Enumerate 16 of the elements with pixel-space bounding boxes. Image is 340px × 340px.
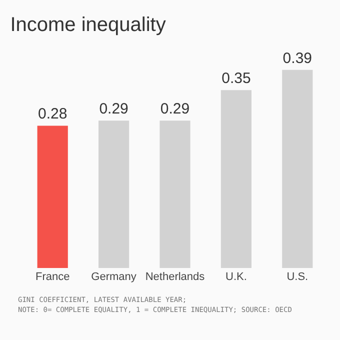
x-tick-label: Germany	[91, 271, 137, 283]
x-tick-label: France	[35, 271, 70, 283]
bar	[37, 126, 68, 268]
chart-title: Income inequality	[10, 14, 166, 36]
bar	[160, 120, 190, 268]
data-label: 0.35	[222, 70, 251, 88]
data-label: 0.29	[99, 100, 128, 118]
bar	[220, 90, 252, 268]
x-tick-label: Netherlands	[145, 271, 206, 283]
x-tick-label: U.S.	[286, 271, 308, 283]
data-label: 0.28	[38, 106, 68, 123]
data-label: 0.39	[282, 50, 312, 67]
data-label: 0.29	[160, 100, 190, 118]
x-tick-label: U.K.	[225, 271, 247, 283]
bar	[98, 120, 130, 268]
bar	[282, 70, 313, 268]
